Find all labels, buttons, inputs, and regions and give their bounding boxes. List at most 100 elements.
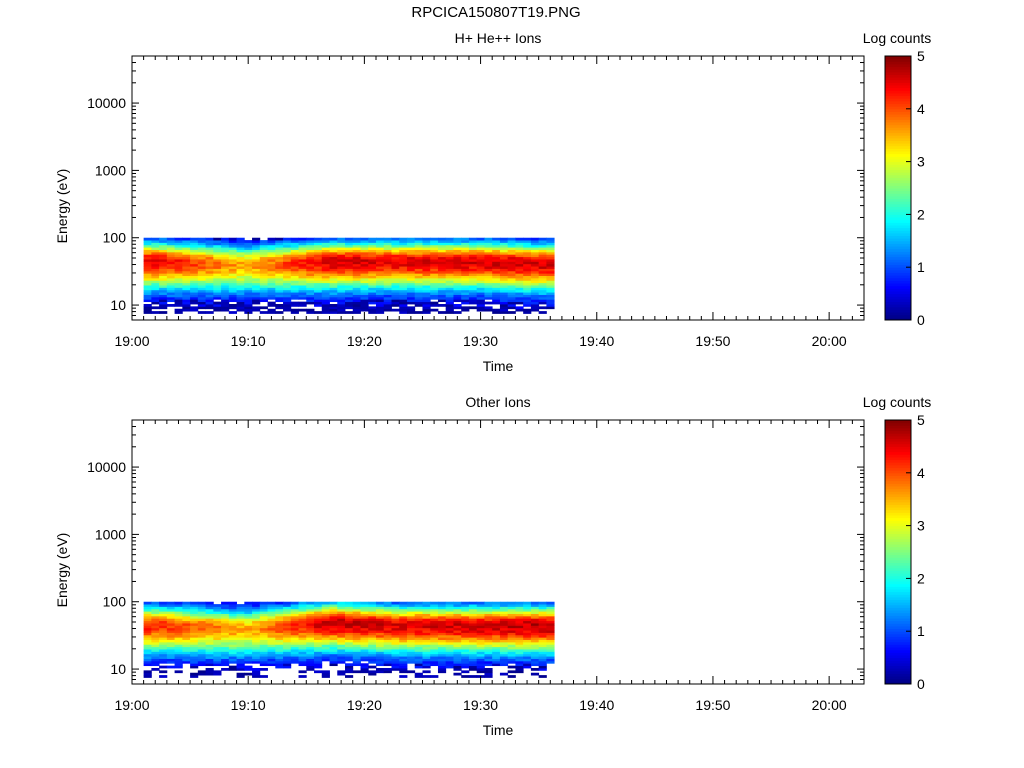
spectrogram-cell xyxy=(182,606,191,610)
spectrogram-cell xyxy=(329,270,338,274)
spectrogram-cell xyxy=(182,273,191,277)
spectrogram-cell xyxy=(228,651,237,655)
spectrogram-cell xyxy=(213,247,222,250)
spectrogram-cell xyxy=(453,646,462,650)
spectrogram-cell xyxy=(197,240,206,243)
x-tick-label: 19:00 xyxy=(114,333,149,349)
spectrogram-cell xyxy=(259,240,268,243)
spectrogram-cell xyxy=(530,282,540,286)
spectrogram-cell xyxy=(228,665,237,669)
spectrogram-cell xyxy=(228,632,237,636)
spectrogram-cell xyxy=(430,663,439,667)
colorbar-tick-label: 1 xyxy=(917,623,925,639)
spectrogram-cell xyxy=(244,280,253,284)
spectrogram-cell xyxy=(298,263,307,267)
colorbar-frame xyxy=(884,419,912,685)
spectrogram-cell xyxy=(337,299,346,303)
spectrogram-cell xyxy=(383,308,392,312)
spectrogram-cell xyxy=(391,289,400,293)
spectrogram-cell xyxy=(414,311,423,314)
spectrogram-cell xyxy=(190,630,199,633)
spectrogram-cell xyxy=(236,294,245,298)
spectrogram-cell xyxy=(321,656,330,659)
spectrogram-cell xyxy=(399,649,408,652)
spectrogram-cell xyxy=(499,632,509,636)
spectrogram-cell xyxy=(422,604,431,607)
spectrogram-cell xyxy=(228,261,237,265)
spectrogram-cell xyxy=(259,644,268,648)
colorbar-segment xyxy=(885,581,911,585)
spectrogram-cell xyxy=(345,304,354,307)
spectrogram-cell xyxy=(352,266,361,269)
spectrogram-cell xyxy=(453,275,462,279)
spectrogram-cell xyxy=(166,660,176,664)
spectrogram-cell xyxy=(314,304,323,307)
spectrogram-cell xyxy=(453,663,462,667)
spectrogram-cell xyxy=(151,259,160,262)
spectrogram-cell xyxy=(515,615,524,619)
spectrogram-cell xyxy=(182,244,191,248)
spectrogram-cell xyxy=(422,249,431,253)
spectrogram-cell xyxy=(182,254,191,258)
spectrogram-cell xyxy=(314,301,323,305)
spectrogram-cell xyxy=(360,282,369,286)
spectrogram-cell xyxy=(314,649,323,652)
spectrogram-cell xyxy=(321,294,330,298)
colorbar-segment xyxy=(885,530,911,535)
spectrogram-cell xyxy=(476,649,485,652)
spectrogram-cell xyxy=(205,606,214,610)
spectrogram-cell xyxy=(197,280,206,284)
spectrogram-cell xyxy=(314,259,323,262)
spectrogram-cell xyxy=(345,251,354,255)
spectrogram-cell xyxy=(414,287,423,291)
spectrogram-cell xyxy=(476,611,485,614)
spectrogram-cell xyxy=(244,270,253,274)
spectrogram-cell xyxy=(306,634,315,638)
spectrogram-cell xyxy=(461,263,470,267)
colorbar-segment xyxy=(885,151,911,155)
spectrogram-cell xyxy=(143,275,152,279)
spectrogram-cell xyxy=(376,660,385,664)
spectrogram-cell xyxy=(461,670,470,674)
spectrogram-cell xyxy=(197,639,206,643)
y-tick-label: 10 xyxy=(110,297,126,313)
spectrogram-cell xyxy=(174,665,183,669)
spectrogram-cell xyxy=(368,259,377,262)
spectrogram-cell xyxy=(376,639,385,643)
spectrogram-cell xyxy=(453,630,462,633)
spectrogram-cell xyxy=(530,289,540,293)
spectrogram-cell xyxy=(275,630,284,633)
spectrogram-cell xyxy=(546,240,555,243)
spectrogram-cell xyxy=(228,296,237,300)
spectrogram-cell xyxy=(445,247,454,250)
spectrogram-cell xyxy=(461,251,470,255)
spectrogram-cell xyxy=(484,658,493,662)
spectrogram-cell xyxy=(461,277,470,281)
spectrogram-cell xyxy=(143,256,152,260)
spectrogram-cell xyxy=(221,249,230,253)
spectrogram-cell xyxy=(337,304,346,307)
colorbar-segment xyxy=(885,309,911,313)
spectrogram-cell xyxy=(252,299,261,303)
spectrogram-cell xyxy=(515,656,524,659)
spectrogram-cell xyxy=(159,247,168,250)
spectrogram-cell xyxy=(182,282,191,286)
spectrogram-cell xyxy=(468,296,478,300)
colorbar-segment xyxy=(885,92,911,97)
spectrogram-cell xyxy=(221,282,230,286)
spectrogram-cell xyxy=(329,620,338,624)
spectrogram-cell xyxy=(360,242,369,246)
spectrogram-cell xyxy=(352,311,361,314)
spectrogram-cell xyxy=(321,601,330,605)
spectrogram-cell xyxy=(244,261,253,265)
spectrogram-cell xyxy=(190,651,199,655)
spectrogram-cell xyxy=(151,294,160,298)
spectrogram-cell xyxy=(406,649,416,652)
spectrogram-cell xyxy=(314,289,323,293)
spectrogram-cell xyxy=(290,637,299,641)
spectrogram-cell xyxy=(368,658,377,662)
spectrogram-cell xyxy=(314,247,323,250)
spectrogram-cell xyxy=(360,240,369,243)
spectrogram-cell xyxy=(244,240,253,243)
spectrogram-cell xyxy=(329,266,338,269)
